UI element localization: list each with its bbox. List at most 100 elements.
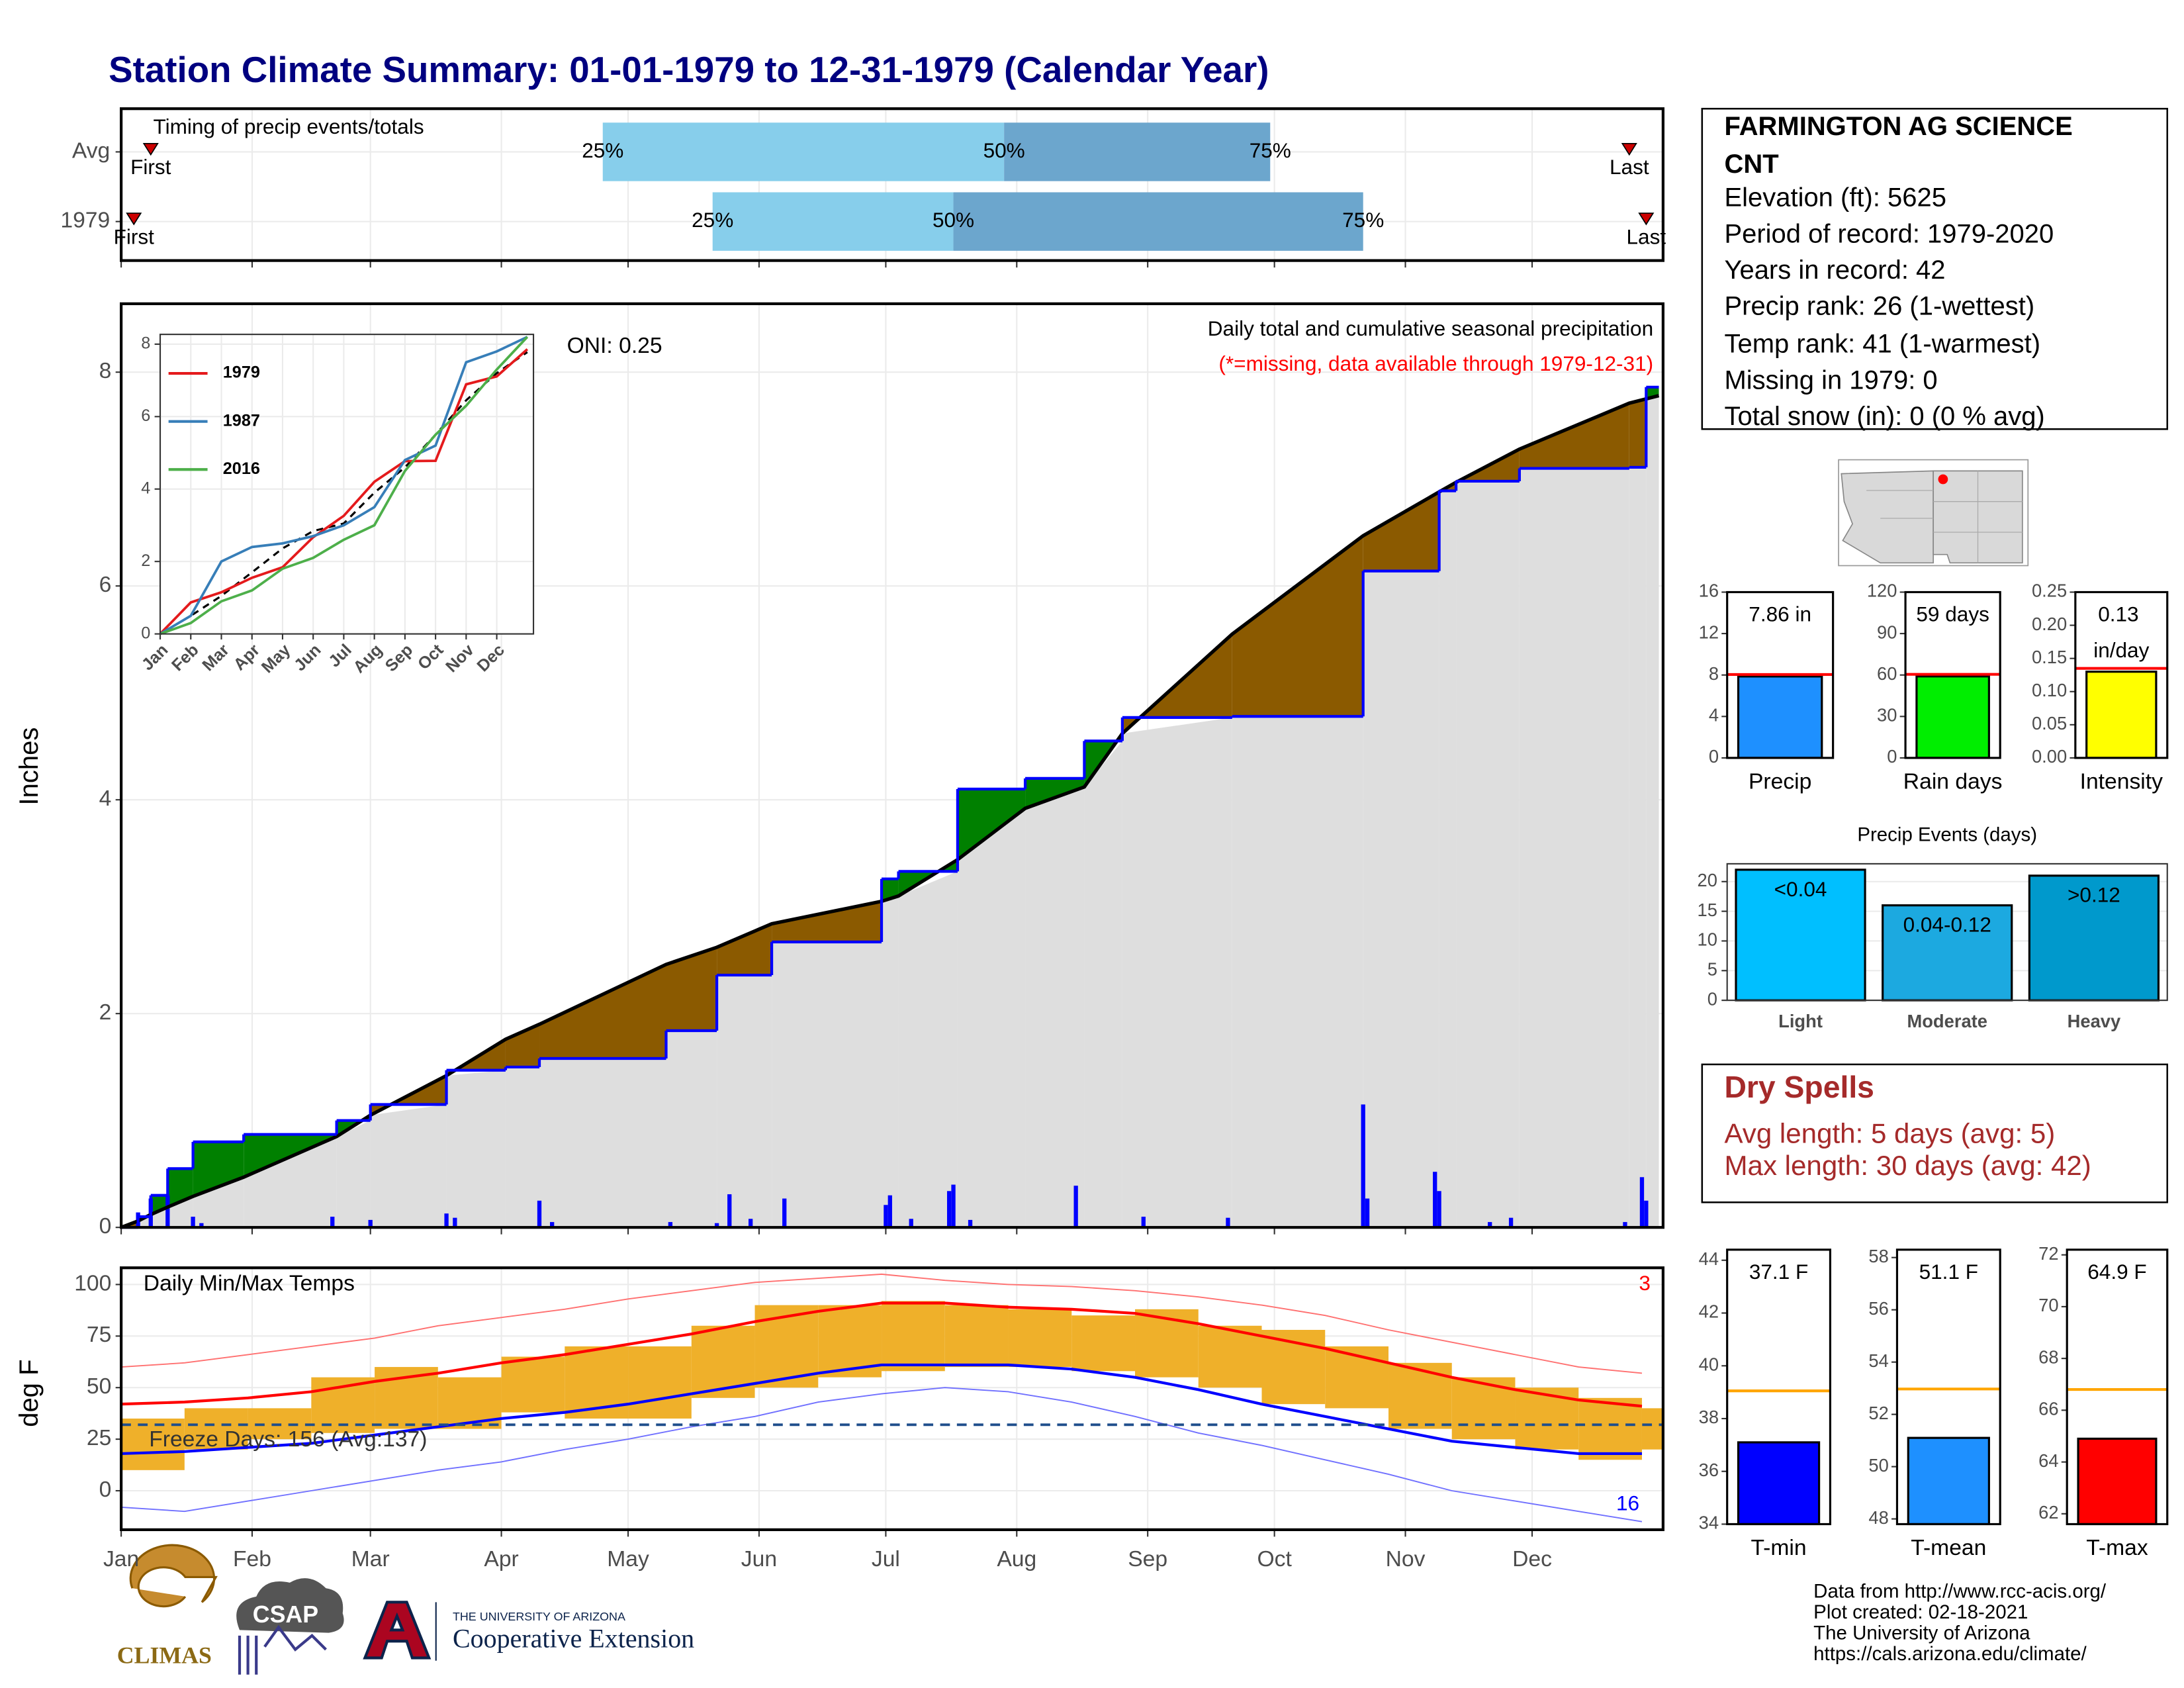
bar-frame	[2066, 1248, 2169, 1526]
x-tick-label: Aug	[997, 1547, 1036, 1571]
y-tick-label: 90	[1877, 622, 1897, 642]
temp-range-bar	[882, 1301, 945, 1372]
y-tick-label: 30	[1877, 705, 1897, 726]
y-tick-label: 0.25	[2032, 581, 2067, 601]
y-tick-label: 0	[1709, 746, 1719, 767]
departure-area	[539, 964, 666, 1059]
station-box: FARMINGTON AG SCIENCE CNT Elevation (ft)…	[1701, 107, 2169, 431]
series-line	[159, 336, 529, 635]
daily-precip-bar	[1361, 1104, 1365, 1228]
percent-label: 50%	[983, 138, 1025, 162]
departure-area	[1232, 536, 1363, 717]
event-marker	[1638, 212, 1655, 226]
quartile-bar	[602, 122, 1005, 181]
bar	[1907, 1436, 1990, 1526]
x-tick-label: Moderate	[1907, 1011, 1987, 1031]
daily-precip-bar	[1623, 1222, 1627, 1228]
series-line	[159, 348, 529, 635]
inset-panel	[160, 334, 534, 634]
value-label: 37.1 F	[1749, 1260, 1808, 1284]
y-tick-label: 54	[1868, 1350, 1888, 1371]
departure-area	[505, 1024, 540, 1067]
area-below	[336, 1120, 371, 1228]
daily-precip-bar	[330, 1217, 335, 1228]
y-tick-label: 42	[1699, 1301, 1719, 1322]
station-info: Missing in 1979: 0	[1724, 365, 1937, 395]
logos: CLIMAS CSAP THE UNIVERSITY OF ARIZONA Co…	[117, 1544, 694, 1675]
row-label: Avg	[72, 138, 110, 163]
area-below	[193, 1177, 244, 1228]
y-tick-label: 10	[1698, 929, 1717, 950]
daily-precip-bar	[947, 1191, 952, 1228]
legend-label: 2016	[223, 459, 260, 478]
temp-range-bar	[628, 1346, 692, 1419]
annotation: Daily total and cumulative seasonal prec…	[1208, 316, 1653, 340]
page-title: Station Climate Summary: 01-01-1979 to 1…	[109, 49, 1269, 90]
y-tick-label: 8	[99, 359, 112, 383]
bar-frame	[1895, 1248, 2001, 1526]
range-label: >0.12	[2068, 883, 2120, 907]
y-tick-label: 50	[87, 1374, 111, 1399]
y-tick-label: 100	[74, 1271, 111, 1295]
bar	[1735, 868, 1866, 1002]
area-below	[882, 896, 899, 1228]
credit-line: Plot created: 02-18-2021	[1813, 1601, 2028, 1623]
temp-range-bar	[1388, 1362, 1452, 1429]
departure-area	[1519, 403, 1629, 469]
y-tick-label: 75	[87, 1323, 111, 1347]
value-label: 0.13 in/day	[2093, 602, 2149, 663]
percent-label: 75%	[1250, 138, 1291, 162]
area-below	[1232, 716, 1363, 1228]
y-tick-label: 48	[1868, 1507, 1888, 1528]
temp-range-bar	[691, 1325, 755, 1398]
station-name: CNT	[1724, 150, 1778, 179]
bar	[2085, 671, 2158, 759]
area-below	[1629, 467, 1647, 1228]
extension-text: Cooperative Extension	[453, 1623, 694, 1653]
temp-range-bar	[1008, 1309, 1072, 1368]
record-low-line	[121, 1387, 1643, 1523]
temp-range-bar	[1071, 1315, 1136, 1372]
panel-frame	[119, 302, 1664, 1229]
x-label: Rain days	[1903, 770, 2003, 794]
y-tick-label: 0.00	[2032, 746, 2067, 767]
departure-area	[150, 1195, 168, 1215]
daily-precip-bar	[1508, 1217, 1514, 1228]
y-tick-label: 58	[1868, 1246, 1888, 1266]
panel-title: Timing of precip events/totals	[154, 115, 424, 138]
y-tick-label: 56	[1868, 1298, 1888, 1319]
area-below	[505, 1066, 540, 1228]
credit-line: Data from http://www.rcc-acis.org/	[1813, 1580, 2107, 1602]
panel-frame	[119, 107, 1664, 262]
departure-area	[957, 789, 1026, 860]
quartile-bar	[953, 192, 1363, 251]
x-tick-label: Jan	[103, 1547, 139, 1571]
event-label: Last	[1627, 224, 1666, 248]
annotation-note: (*=missing, data available through 1979-…	[1218, 352, 1653, 375]
x-tick-label: Dec	[1512, 1547, 1552, 1571]
y-tick-label: 2	[141, 551, 150, 570]
csap-text: CSAP	[253, 1601, 318, 1628]
temp-range-bar	[1578, 1397, 1642, 1460]
y-axis-label: deg F	[15, 1360, 44, 1427]
departure-area	[717, 923, 772, 976]
area-below	[772, 941, 882, 1228]
range-label: <0.04	[1774, 877, 1827, 901]
credit-line: The University of Arizona	[1813, 1622, 2030, 1644]
quartile-bar	[712, 192, 954, 251]
avg-max-line	[121, 1301, 1643, 1408]
daily-precip-bar	[444, 1213, 449, 1228]
y-tick-label: 6	[141, 406, 150, 425]
y-tick-label: 0	[1887, 746, 1897, 767]
x-tick-label: Jun	[741, 1547, 777, 1571]
temp-range-bar	[184, 1408, 248, 1450]
dry-spells-frame	[1701, 1063, 2169, 1203]
station-info: Total snow (in): 0 (0 % avg)	[1724, 402, 2044, 431]
temp-range-bar	[1641, 1408, 1663, 1450]
y-tick-label: 50	[1868, 1455, 1888, 1476]
y-tick-label: 6	[99, 573, 112, 597]
daily-precip-bar	[550, 1222, 555, 1228]
ua-logo	[363, 1601, 432, 1660]
y-tick-label: 0.10	[2032, 680, 2067, 700]
event-marker	[142, 142, 159, 156]
